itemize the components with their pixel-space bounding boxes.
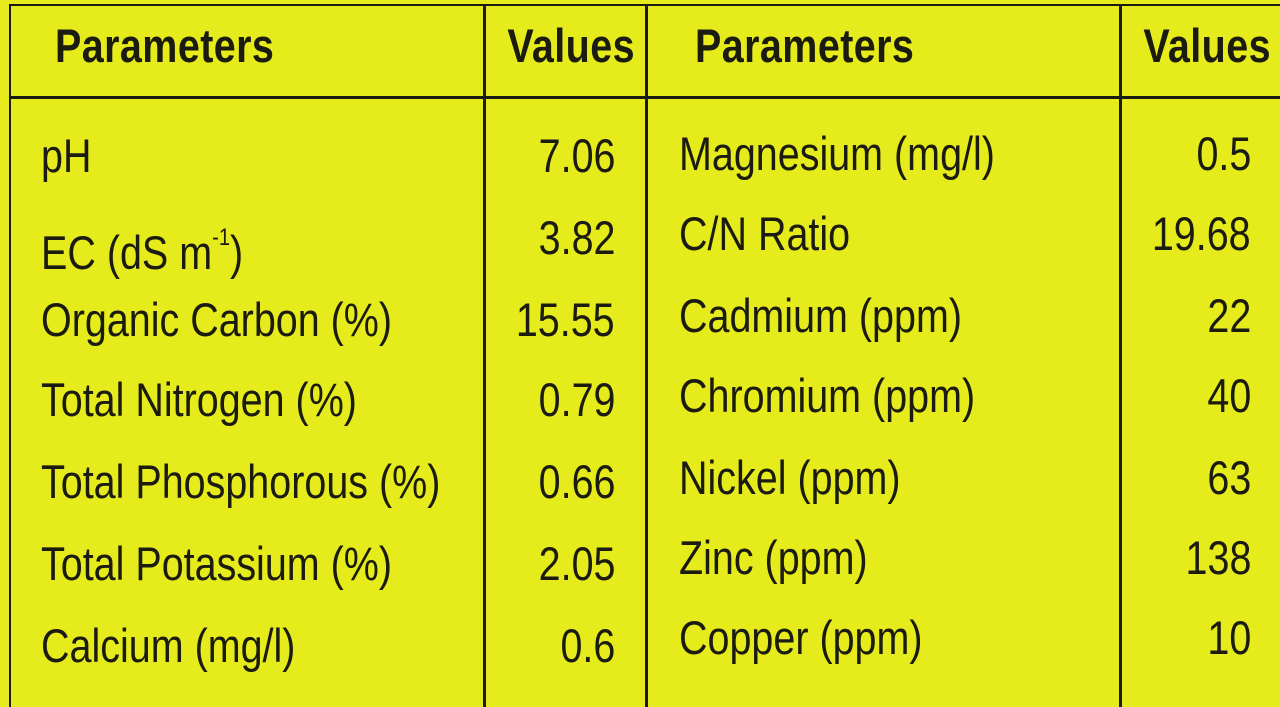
value-cadmium: 22	[1207, 289, 1251, 342]
column-divider	[483, 6, 486, 707]
value-total-potassium: 2.05	[538, 537, 615, 590]
param-zinc: Zinc (ppm)	[679, 531, 868, 584]
value-total-phosphorous: 0.66	[538, 455, 615, 508]
header-divider	[11, 96, 1280, 99]
param-cn-ratio: C/N Ratio	[679, 207, 851, 260]
param-cadmium: Cadmium (ppm)	[679, 289, 963, 342]
value-ph: 7.06	[538, 129, 615, 182]
param-nickel: Nickel (ppm)	[679, 451, 901, 504]
param-ph: pH	[41, 129, 92, 182]
value-total-nitrogen: 0.79	[538, 373, 615, 426]
param-copper: Copper (ppm)	[679, 611, 923, 664]
header-parameters-right: Parameters	[695, 19, 915, 72]
value-ec: 3.82	[538, 211, 615, 264]
param-organic-carbon: Organic Carbon (%)	[41, 293, 393, 346]
param-chromium: Chromium (ppm)	[679, 369, 976, 422]
value-copper: 10	[1207, 611, 1251, 664]
value-zinc: 138	[1185, 531, 1251, 584]
parameters-table: Parameters Values Parameters Values pH 7…	[9, 4, 1280, 707]
column-divider	[645, 6, 648, 707]
param-ec: EC (dS m-1)	[41, 224, 244, 279]
value-cn-ratio: 19.68	[1152, 207, 1251, 260]
value-chromium: 40	[1207, 369, 1251, 422]
header-values-right: Values	[1143, 19, 1271, 72]
param-total-potassium: Total Potassium (%)	[41, 537, 393, 590]
param-total-nitrogen: Total Nitrogen (%)	[41, 373, 357, 426]
value-magnesium: 0.5	[1196, 127, 1251, 180]
param-calcium: Calcium (mg/l)	[41, 619, 296, 672]
param-total-phosphorous: Total Phosphorous (%)	[41, 455, 441, 508]
header-parameters-left: Parameters	[55, 19, 275, 72]
header-values-left: Values	[507, 19, 635, 72]
value-nickel: 63	[1207, 451, 1251, 504]
column-divider	[1119, 6, 1122, 707]
value-organic-carbon: 15.55	[516, 293, 615, 346]
value-calcium: 0.6	[560, 619, 615, 672]
param-magnesium: Magnesium (mg/l)	[679, 127, 995, 180]
